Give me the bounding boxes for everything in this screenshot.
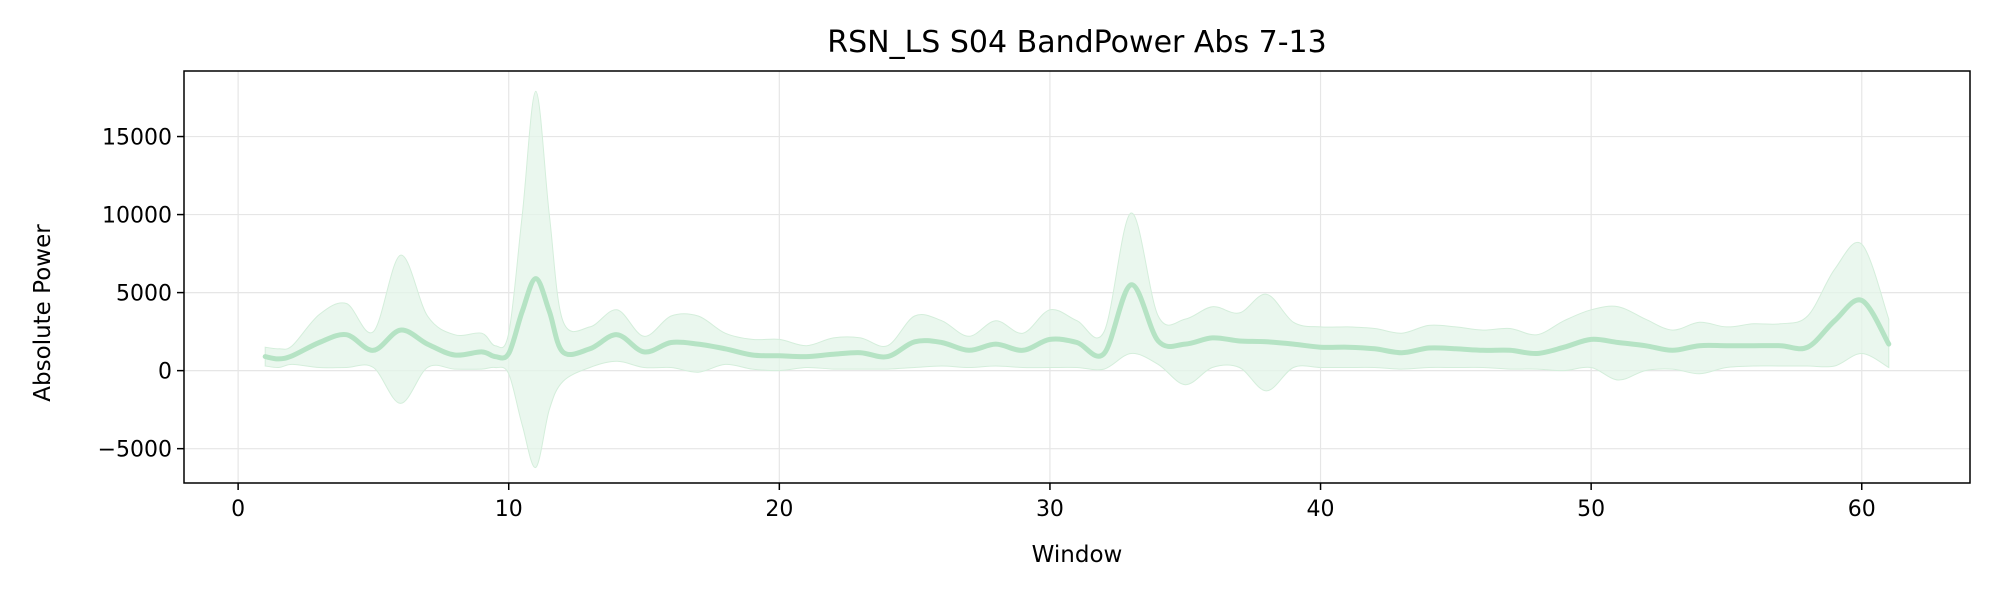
y-axis-label: Absolute Power bbox=[30, 224, 56, 402]
x-tick-label: 50 bbox=[1577, 497, 1605, 522]
x-tick-label: 10 bbox=[495, 497, 523, 522]
axis-ticks: 0 10 20 30 40 50 60 −5000 0 5000 10000 15000 bbox=[98, 126, 1876, 522]
chart-title: RSN_LS S04 BandPower Abs 7-13 bbox=[827, 25, 1326, 60]
x-tick-label: 0 bbox=[231, 497, 245, 522]
x-tick-label: 30 bbox=[1036, 497, 1064, 522]
y-tick-label: 0 bbox=[158, 360, 172, 385]
x-tick-label: 60 bbox=[1848, 497, 1876, 522]
grid-lines bbox=[184, 71, 1970, 483]
y-tick-label: −5000 bbox=[98, 438, 172, 463]
series-line bbox=[262, 276, 1892, 362]
x-tick-label: 40 bbox=[1307, 497, 1335, 522]
x-axis-label: Window bbox=[1032, 542, 1123, 568]
y-tick-label: 15000 bbox=[102, 126, 172, 151]
x-tick-label: 20 bbox=[765, 497, 793, 522]
band-area bbox=[264, 90, 1890, 468]
y-tick-label: 5000 bbox=[116, 282, 172, 307]
plot-frame bbox=[183, 70, 1971, 484]
y-tick-label: 10000 bbox=[102, 204, 172, 229]
